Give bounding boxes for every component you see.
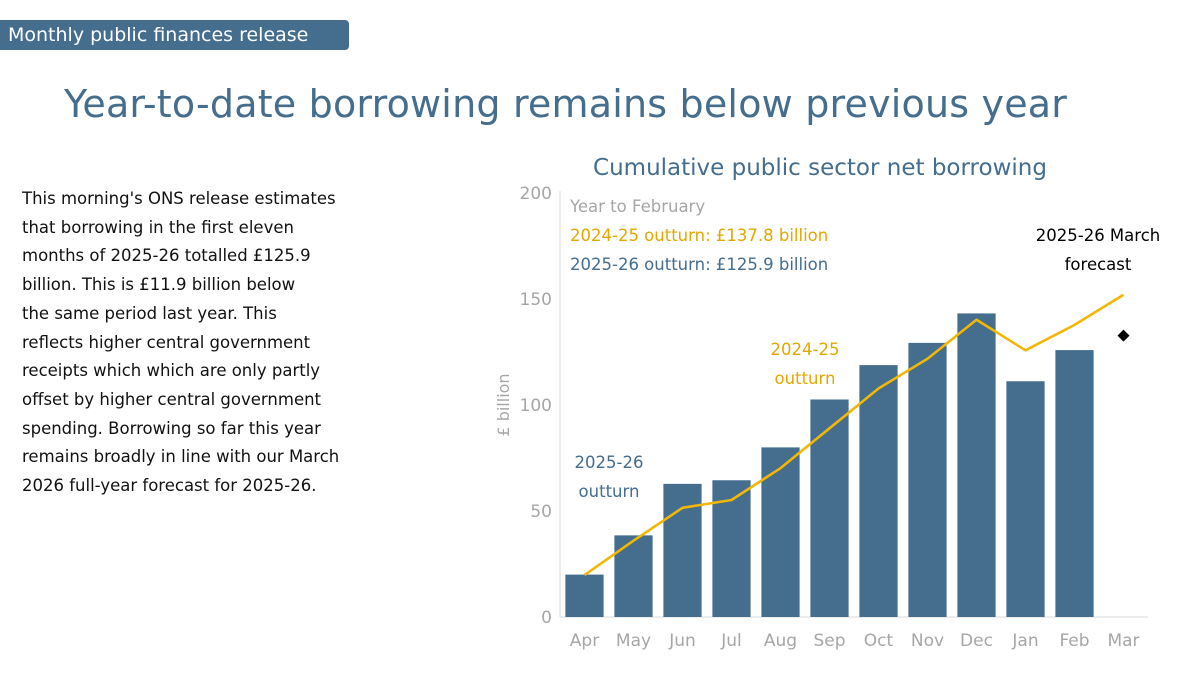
y-tick-label: 100 [520,396,552,416]
x-tick-label: Jun [668,631,696,651]
borrowing-chart: Cumulative public sector net borrowing £… [494,155,1160,651]
summary-line: months of 2025-26 totalled £125.9 [22,246,311,266]
summary-line: billion. This is £11.9 billion below [22,275,296,295]
legend-heading: Year to February [569,197,705,216]
chart-title: Cumulative public sector net borrowing [593,155,1047,181]
legend-entry-2025-26: 2025-26 outturn: £125.9 billion [570,255,828,274]
bar-series-label-line1: 2025-26 [575,453,644,472]
bar-series-label-line2: outturn [579,482,640,501]
x-tick-label: Jul [720,631,742,651]
x-tick-label: May [616,631,651,651]
forecast-label-line2: forecast [1065,255,1132,274]
bar-dec [957,313,996,617]
x-tick-label: Oct [864,631,894,651]
summary-line: This morning's ONS release estimates [22,189,336,208]
bar-feb [1055,350,1094,617]
y-tick-label: 50 [530,502,552,522]
summary-text: This morning's ONS release estimates tha… [22,185,367,501]
summary-line: offset by higher central government [22,389,322,409]
x-tick-label: Apr [570,631,599,651]
legend-entry-2024-25: 2024-25 outturn: £137.8 billion [570,226,828,245]
bar-jun [663,483,702,617]
summary-line: remains broadly in line with our March [22,447,340,467]
summary-line: receipts which which are only partly [22,361,321,381]
bar-jan [1006,381,1045,617]
bar-apr [565,574,604,617]
forecast-label-line1: 2025-26 March [1036,226,1160,245]
forecast-marker [1117,329,1130,342]
series-line-2024-25 [583,293,1125,577]
line-series-label-line2: outturn [775,369,836,388]
x-tick-label: Jan [1011,631,1038,651]
x-tick-label: Aug [764,631,797,651]
bar-sep [810,399,849,617]
x-tick-label: Dec [960,631,993,651]
y-tick-label: 0 [541,608,552,628]
bar-aug [761,447,800,617]
y-tick-label: 150 [520,290,552,310]
page-title: Year-to-date borrowing remains below pre… [64,82,1068,126]
x-tick-label: Mar [1107,631,1139,651]
release-tag: Monthly public finances release [0,20,349,50]
x-tick-label: Nov [911,631,944,651]
line-series-label-line1: 2024-25 [771,340,840,359]
summary-line: 2026 full-year forecast for 2025-26. [22,476,317,496]
bar-oct [859,365,898,617]
bar-nov [908,342,947,617]
summary-line: the same period last year. This [22,303,277,323]
bar-may [614,535,653,617]
y-tick-label: 200 [520,184,552,204]
x-tick-label: Feb [1059,631,1089,651]
y-axis-label: £ billion [494,373,513,436]
summary-line: that borrowing in the first eleven [22,217,294,237]
x-tick-label: Sep [813,631,845,651]
summary-line: spending. Borrowing so far this year [22,418,321,438]
summary-line: reflects higher central government [22,332,311,352]
